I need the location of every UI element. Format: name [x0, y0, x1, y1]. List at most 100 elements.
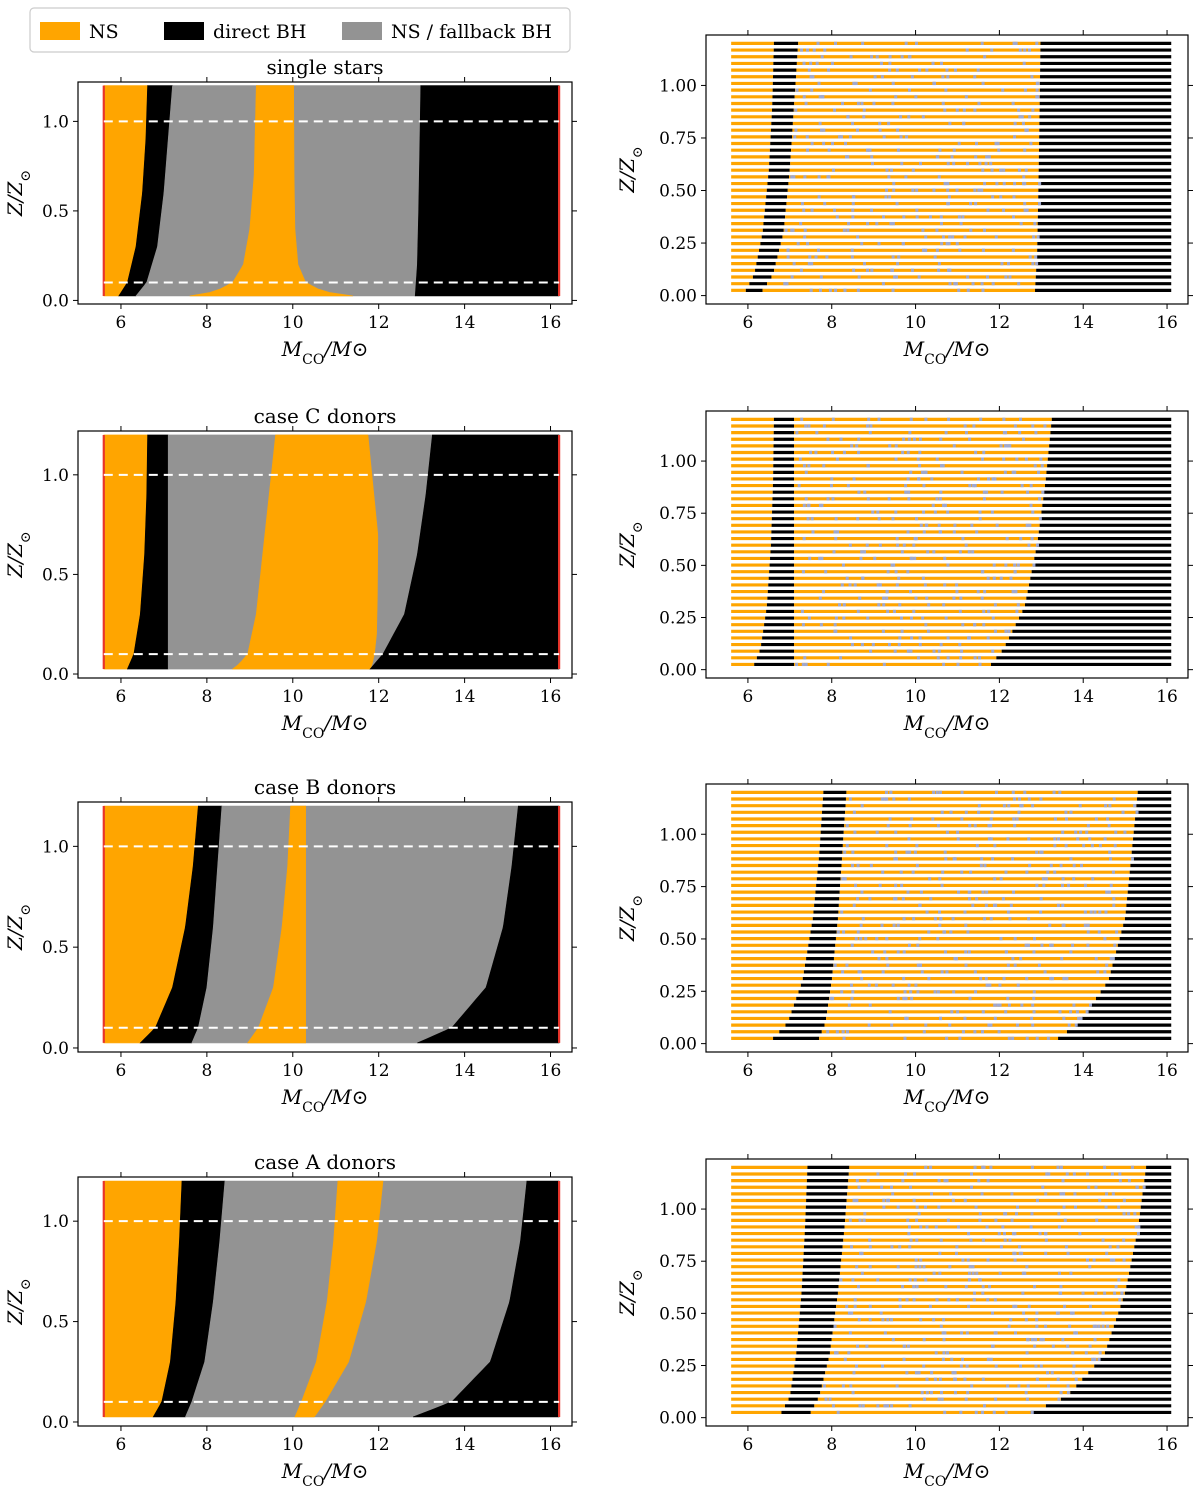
x-tick-label: 16: [1156, 313, 1178, 333]
y-axis-label: Z/Z⊙: [3, 531, 34, 578]
x-tick-label: 10: [282, 313, 304, 333]
ns-island-region: [247, 805, 306, 1044]
x-tick-label: 10: [905, 313, 927, 333]
right-panel-2: 6 8 10 12 14 16 0.00 0.25 0.50 0.75 1.00 MCO/M⊙ Z/Z⊙: [615, 779, 1193, 1116]
y-axis-label: Z/Z⊙: [3, 1278, 34, 1325]
panel-title: case A donors: [254, 1150, 396, 1174]
x-tick-label: 8: [201, 1061, 212, 1081]
y-tick-label: 0.75: [659, 129, 697, 149]
x-tick-label: 14: [1072, 313, 1094, 333]
x-tick-label: 12: [989, 1435, 1011, 1455]
x-axis-label: MCO/M⊙: [903, 711, 991, 742]
y-tick-label: 0.5: [42, 565, 69, 585]
panel-title: case C donors: [254, 404, 397, 428]
legend-frame: [29, 7, 571, 53]
legend-swatch-direct-bh: [164, 22, 204, 40]
axes-frame: [77, 430, 573, 679]
x-tick-label: 12: [368, 313, 390, 333]
y-tick-label: 1.00: [659, 825, 697, 845]
x-tick-label: 10: [905, 687, 927, 707]
left-panel-1: 6 8 10 12 14 16 0.0 0.5 1.0 MCO/M⊙ Z/Z⊙ case C dono…: [3, 404, 577, 742]
y-tick-label: 1.00: [659, 1200, 697, 1220]
y-tick-label: 0.00: [659, 1409, 697, 1429]
x-axis-label: MCO/M⊙: [281, 1459, 369, 1490]
y-tick-label: 0.5: [42, 1313, 69, 1333]
ns-island-region: [294, 1180, 384, 1418]
x-tick-label: 8: [201, 1435, 212, 1455]
legend-label-ns: NS: [89, 21, 119, 43]
x-axis-label: MCO/M⊙: [903, 1459, 991, 1490]
x-tick-label: 14: [454, 1061, 476, 1081]
x-tick-label: 14: [1072, 1061, 1094, 1081]
x-tick-label: 8: [201, 313, 212, 333]
x-tick-label: 10: [905, 1435, 927, 1455]
x-tick-label: 12: [989, 1061, 1011, 1081]
direct-bh-high-region: [414, 85, 560, 297]
y-tick-label: 0.50: [659, 556, 697, 576]
x-tick-label: 14: [454, 1435, 476, 1455]
x-tick-label: 14: [454, 313, 476, 333]
x-tick-label: 16: [540, 1435, 562, 1455]
ns-island-region: [189, 85, 353, 297]
x-tick-label: 16: [540, 687, 562, 707]
x-tick-label: 6: [116, 687, 127, 707]
y-tick-label: 0.0: [42, 665, 69, 685]
y-tick-label: 1.0: [42, 837, 69, 857]
legend-label-direct-bh: direct BH: [213, 21, 306, 43]
right-panel-1: 6 8 10 12 14 16 0.00 0.25 0.50 0.75 1.00 MCO/M⊙ Z/Z⊙: [615, 406, 1193, 742]
right-panel-0: 6 8 10 12 14 16 0.00 0.25 0.50 0.75 1.00 MCO/M⊙ Z/Z⊙: [615, 30, 1193, 368]
x-axis-label: MCO/M⊙: [281, 337, 369, 368]
y-tick-label: 0.75: [659, 878, 697, 898]
x-axis-label: MCO/M⊙: [281, 711, 369, 742]
axes-frame: [705, 410, 1189, 679]
left-panel-2: 6 8 10 12 14 16 0.0 0.5 1.0 MCO/M⊙ Z/Z⊙ case B dono…: [3, 775, 577, 1116]
x-tick-label: 6: [116, 1061, 127, 1081]
y-tick-label: 0.25: [659, 1357, 697, 1377]
legend-label-fallback: NS / fallback BH: [391, 21, 552, 43]
x-tick-label: 16: [1156, 1435, 1178, 1455]
y-tick-label: 0.0: [42, 1039, 69, 1059]
y-tick-label: 0.25: [659, 609, 697, 629]
x-tick-label: 12: [989, 687, 1011, 707]
axes-frame: [77, 81, 573, 305]
y-tick-label: 1.0: [42, 466, 69, 486]
y-tick-label: 0.75: [659, 1252, 697, 1272]
x-tick-label: 6: [742, 1061, 753, 1081]
x-tick-label: 16: [1156, 1061, 1178, 1081]
x-tick-label: 8: [826, 1061, 837, 1081]
x-tick-label: 12: [368, 1435, 390, 1455]
y-tick-label: 0.00: [659, 661, 697, 681]
right-panel-3: 6 8 10 12 14 16 0.00 0.25 0.50 0.75 1.00 MCO/M⊙ Z/Z⊙: [615, 1154, 1193, 1490]
x-tick-label: 12: [368, 687, 390, 707]
x-tick-label: 8: [201, 687, 212, 707]
y-axis-label: Z/Z⊙: [615, 146, 646, 193]
x-tick-label: 14: [1072, 1435, 1094, 1455]
y-tick-label: 1.0: [42, 112, 69, 132]
x-tick-label: 10: [282, 1435, 304, 1455]
x-axis-label: MCO/M⊙: [903, 337, 991, 368]
y-tick-label: 0.50: [659, 1304, 697, 1324]
y-tick-label: 0.00: [659, 1035, 697, 1055]
x-tick-label: 16: [540, 1061, 562, 1081]
x-tick-label: 14: [454, 687, 476, 707]
y-axis-label: Z/Z⊙: [3, 904, 34, 951]
x-tick-label: 8: [826, 687, 837, 707]
y-axis-label: Z/Z⊙: [3, 170, 34, 217]
x-tick-label: 8: [826, 1435, 837, 1455]
panel-title: single stars: [267, 55, 384, 79]
x-tick-label: 6: [742, 687, 753, 707]
y-tick-label: 1.0: [42, 1212, 69, 1232]
y-tick-label: 0.50: [659, 182, 697, 202]
x-tick-label: 10: [282, 687, 304, 707]
x-tick-label: 12: [368, 1061, 390, 1081]
y-axis-label: Z/Z⊙: [615, 895, 646, 942]
y-tick-label: 0.5: [42, 202, 69, 222]
x-tick-label: 10: [282, 1061, 304, 1081]
x-tick-label: 6: [742, 313, 753, 333]
legend-swatch-ns: [40, 22, 80, 40]
axes-frame: [705, 34, 1189, 305]
y-tick-label: 0.50: [659, 930, 697, 950]
axes-frame: [77, 801, 573, 1053]
y-axis-label: Z/Z⊙: [615, 1269, 646, 1316]
